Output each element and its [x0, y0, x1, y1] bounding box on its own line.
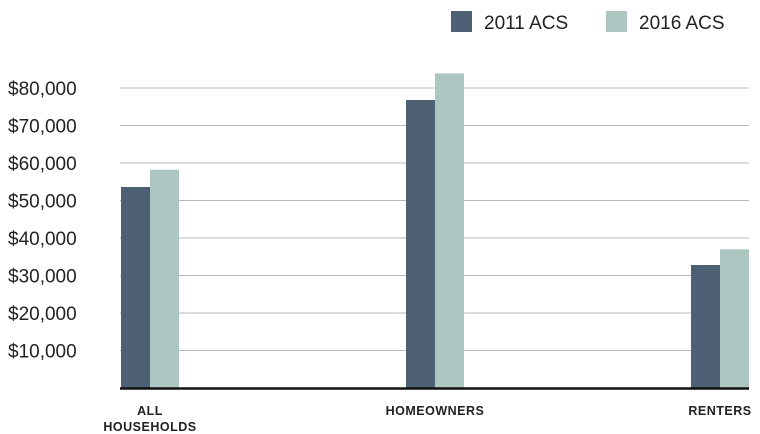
bar-2011-all-households: [121, 187, 150, 388]
legend-swatch: [451, 11, 472, 32]
legend-swatch: [606, 11, 627, 32]
x-category-label: HOMEOWNERS: [386, 404, 485, 418]
y-tick-label: $60,000: [8, 154, 77, 175]
bar-2016-renters: [720, 249, 749, 388]
y-axis-tick-labels: $10,000 $20,000 $30,000 $40,000 $50,000 $60,0…: [8, 79, 77, 363]
bar-2016-homeowners: [435, 73, 464, 388]
legend: 2011 ACS 2016 ACS: [451, 11, 725, 34]
x-category-label: RENTERS: [688, 404, 751, 418]
legend-label: 2016 ACS: [639, 13, 725, 34]
bar-2011-renters: [691, 265, 720, 388]
legend-label: 2011 ACS: [484, 13, 568, 34]
y-tick-label: $30,000: [8, 267, 77, 288]
y-tick-label: $70,000: [8, 117, 77, 138]
x-category-label: ALL HOUSEHOLDS: [103, 404, 196, 434]
x-axis-category-labels: ALL HOUSEHOLDS HOMEOWNERS RENTERS: [103, 404, 751, 434]
y-tick-label: $50,000: [8, 192, 77, 213]
y-tick-label: $10,000: [8, 342, 77, 363]
y-tick-label: $40,000: [8, 229, 77, 250]
bars: [121, 73, 749, 388]
bar-2016-all-households: [150, 169, 179, 388]
y-tick-label: $20,000: [8, 304, 77, 325]
y-tick-label: $80,000: [8, 79, 77, 100]
bar-2011-homeowners: [406, 100, 435, 388]
